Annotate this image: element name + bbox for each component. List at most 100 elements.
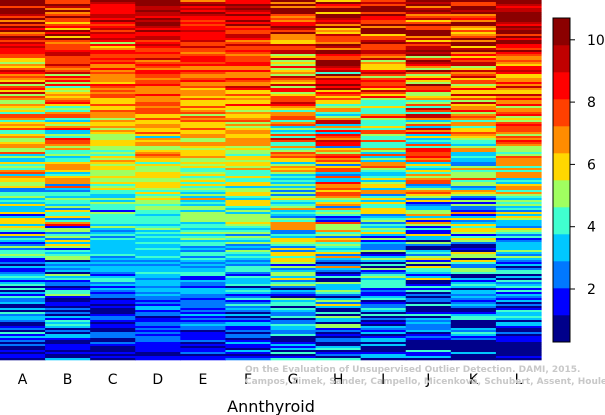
heatmap-cell <box>270 88 317 91</box>
heatmap-cell <box>405 82 452 85</box>
heatmap-cell <box>90 8 136 11</box>
heatmap-cell <box>135 358 181 361</box>
heatmap-cell <box>225 180 272 183</box>
heatmap-cell <box>360 100 407 103</box>
heatmap-cell <box>405 122 452 125</box>
heatmap-cell <box>135 326 181 329</box>
heatmap-cell <box>0 6 46 9</box>
heatmap-cell <box>180 82 227 85</box>
heatmap-cell <box>315 208 362 211</box>
heatmap-cell <box>180 166 227 169</box>
heatmap-cell <box>225 168 272 171</box>
heatmap-cell <box>270 142 317 145</box>
heatmap-cell <box>360 324 407 327</box>
heatmap-cell <box>315 230 362 233</box>
heatmap-cell <box>450 168 497 171</box>
heatmap-cell <box>135 96 181 99</box>
heatmap-cell <box>450 260 497 263</box>
heatmap-cell <box>45 294 91 297</box>
heatmap-cell <box>495 66 542 69</box>
heatmap-cell <box>360 138 407 141</box>
heatmap-cell <box>270 286 317 289</box>
heatmap-cell <box>450 12 497 15</box>
colorbar-segment <box>553 180 570 208</box>
heatmap-cell <box>495 298 542 301</box>
heatmap-cell <box>225 358 272 361</box>
heatmap-cell <box>45 128 91 131</box>
heatmap-cell <box>90 250 136 253</box>
heatmap-cell <box>315 176 362 179</box>
heatmap-cell <box>45 318 91 321</box>
heatmap-cell <box>495 132 542 135</box>
heatmap-cell <box>45 262 91 265</box>
heatmap-cell <box>135 16 181 19</box>
heatmap-cell <box>135 82 181 85</box>
heatmap-cell <box>405 286 452 289</box>
heatmap-cell <box>270 312 317 315</box>
heatmap-cell <box>405 70 452 73</box>
heatmap-cell <box>360 76 407 79</box>
heatmap-cell <box>0 254 46 257</box>
heatmap-cell <box>0 170 46 173</box>
heatmap-cell <box>45 324 91 327</box>
heatmap-cell <box>450 34 497 37</box>
heatmap-cell <box>135 72 181 75</box>
heatmap-cell <box>315 70 362 73</box>
heatmap-cell <box>450 154 497 157</box>
heatmap-cell <box>270 268 317 271</box>
heatmap-cell <box>450 112 497 115</box>
heatmap-cell <box>405 40 452 43</box>
heatmap-cell <box>225 314 272 317</box>
heatmap-cell <box>0 34 46 37</box>
heatmap-cell <box>495 290 542 293</box>
heatmap-cell <box>450 178 497 181</box>
heatmap-cell <box>315 178 362 181</box>
heatmap-cell <box>90 6 136 9</box>
heatmap-cell <box>315 224 362 227</box>
heatmap-cell <box>180 140 227 143</box>
heatmap-cell <box>90 62 136 65</box>
heatmap-cell <box>315 134 362 137</box>
heatmap-cell <box>225 200 272 203</box>
heatmap-cell <box>225 112 272 115</box>
heatmap-cell <box>315 254 362 257</box>
heatmap-cell <box>180 8 227 11</box>
heatmap-cell <box>495 346 542 349</box>
heatmap-cell <box>270 230 317 233</box>
heatmap-cell <box>450 262 497 265</box>
heatmap-cell <box>90 44 136 47</box>
heatmap-cell <box>135 212 181 215</box>
heatmap-cell <box>180 208 227 211</box>
heatmap-cell <box>135 10 181 13</box>
heatmap-cell <box>45 72 91 75</box>
heatmap-cell <box>135 26 181 29</box>
heatmap-cell <box>315 136 362 139</box>
heatmap-cell <box>495 78 542 81</box>
heatmap-cell <box>0 166 46 169</box>
heatmap-cell <box>315 20 362 23</box>
heatmap-cell <box>450 190 497 193</box>
heatmap-cell <box>495 68 542 71</box>
heatmap-cell <box>405 312 452 315</box>
heatmap-cell <box>90 154 136 157</box>
heatmap-cell <box>0 58 46 61</box>
heatmap-cell <box>270 154 317 157</box>
heatmap-cell <box>360 46 407 49</box>
heatmap-cell <box>270 236 317 239</box>
heatmap-cell <box>450 296 497 299</box>
heatmap-cell <box>270 308 317 311</box>
heatmap-cell <box>270 140 317 143</box>
heatmap-cell <box>180 112 227 115</box>
heatmap-cell <box>45 40 91 43</box>
heatmap-cell <box>135 336 181 339</box>
heatmap-cell <box>315 68 362 71</box>
heatmap-cell <box>495 152 542 155</box>
heatmap-cell <box>360 120 407 123</box>
heatmap-cell <box>225 326 272 329</box>
heatmap-cell <box>0 112 46 115</box>
heatmap-cell <box>90 326 136 329</box>
heatmap-cell <box>0 98 46 101</box>
heatmap-cell <box>315 104 362 107</box>
heatmap-cell <box>180 312 227 315</box>
heatmap-cell <box>45 230 91 233</box>
